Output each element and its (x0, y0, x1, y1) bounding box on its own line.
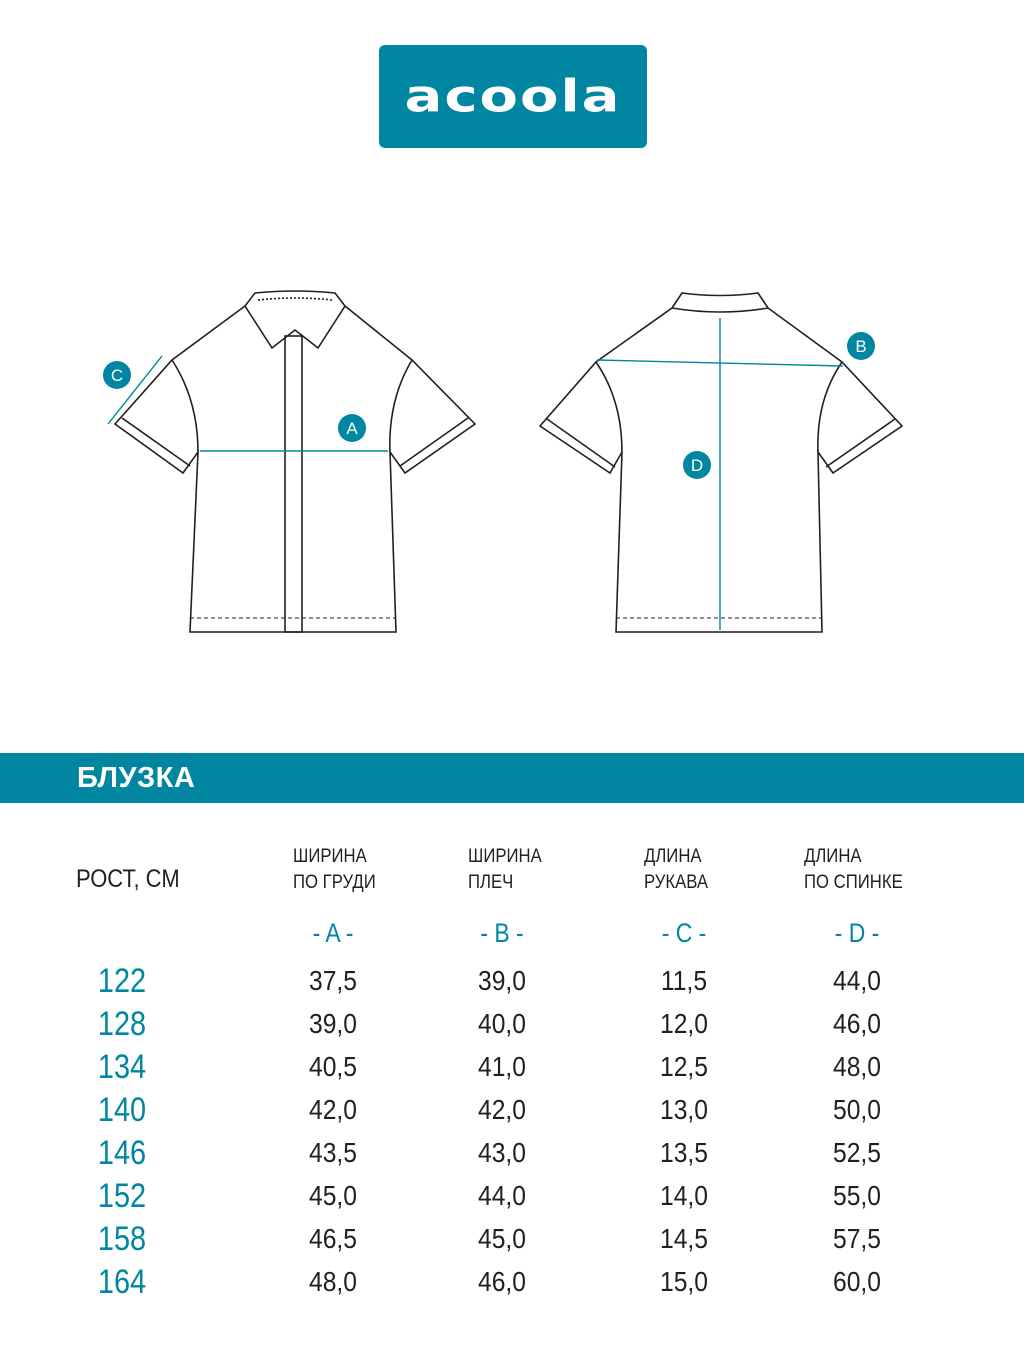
measurement-value: 39,0 (478, 965, 526, 996)
height-value: 158 (97, 1220, 147, 1258)
measurement-value: 57,5 (833, 1223, 881, 1254)
front-view (113, 290, 477, 633)
measurement-value: 42,0 (309, 1094, 357, 1125)
measurement-value: 52,5 (833, 1137, 881, 1168)
measurement-value: 44,0 (833, 965, 881, 996)
column-header: ШИРИНА ПО ГРУДИ (293, 844, 376, 896)
column-header: ДЛИНА ПО СПИНКЕ (804, 844, 903, 896)
measurement-value: 37,5 (309, 965, 357, 996)
column-letter: - A - (312, 918, 354, 948)
measurement-value: 39,0 (309, 1008, 357, 1039)
marker-a (338, 414, 366, 442)
section-banner: БЛУЗКА (0, 753, 1024, 803)
measure-c-line (107, 355, 163, 425)
column-header-line2: ПО СПИНКЕ (804, 872, 903, 893)
column-letter: - D - (834, 918, 880, 948)
column-header: ДЛИНА РУКАВА (644, 844, 708, 896)
column-header-line1: ДЛИНА (644, 846, 702, 867)
measurement-value: 12,0 (660, 1008, 708, 1039)
marker-d-label: D (691, 456, 703, 475)
measurement-value: 45,0 (309, 1180, 357, 1211)
measurement-value: 48,0 (309, 1266, 357, 1297)
measurement-value: 45,0 (478, 1223, 526, 1254)
garment-diagram: A B C D (103, 290, 904, 633)
measurement-value: 14,5 (660, 1223, 708, 1254)
measurement-value: 40,0 (478, 1008, 526, 1039)
height-value: 128 (97, 1005, 147, 1043)
measurement-value: 48,0 (833, 1051, 881, 1082)
measurement-value: 44,0 (478, 1180, 526, 1211)
height-value: 164 (97, 1263, 147, 1301)
height-value: 152 (97, 1177, 147, 1215)
measurement-value: 46,5 (309, 1223, 357, 1254)
column-header-line2: ПЛЕЧ (468, 872, 514, 893)
measurement-value: 55,0 (833, 1180, 881, 1211)
measurement-value: 43,5 (309, 1137, 357, 1168)
height-value: 140 (97, 1091, 147, 1129)
height-value: 146 (97, 1134, 147, 1172)
back-view (538, 292, 904, 633)
measurement-value: 46,0 (833, 1008, 881, 1039)
measurement-value: 43,0 (478, 1137, 526, 1168)
brand-logo: acoola (379, 45, 647, 148)
measurement-value: 15,0 (660, 1266, 708, 1297)
height-value: 122 (97, 962, 147, 1000)
measurement-value: 13,5 (660, 1137, 708, 1168)
measurement-value: 13,0 (660, 1094, 708, 1125)
column-header-line1: ДЛИНА (804, 846, 862, 867)
column-header: ШИРИНА ПЛЕЧ (468, 844, 542, 896)
height-header: РОСТ, СМ (76, 865, 180, 893)
measurement-value: 42,0 (478, 1094, 526, 1125)
height-value: 134 (97, 1048, 147, 1086)
column-header-line2: РУКАВА (644, 872, 709, 893)
marker-b (847, 332, 875, 360)
measurement-value: 12,5 (660, 1051, 708, 1082)
measurement-value: 41,0 (478, 1051, 526, 1082)
column-header-line2: ПО ГРУДИ (293, 872, 376, 893)
column-header-line1: ШИРИНА (468, 846, 542, 867)
marker-c-label: C (111, 366, 123, 385)
logo-text: acoola (404, 70, 622, 123)
measurement-value: 14,0 (660, 1180, 708, 1211)
measurement-value: 46,0 (478, 1266, 526, 1297)
column-letter: - B - (480, 918, 524, 948)
measurement-lines (107, 318, 844, 630)
marker-b-label: B (855, 337, 866, 356)
column-letter: - C - (661, 918, 707, 948)
section-title: БЛУЗКА (77, 762, 196, 794)
marker-a-label: A (346, 419, 358, 438)
measurement-value: 11,5 (660, 965, 708, 996)
measurement-value: 40,5 (309, 1051, 357, 1082)
column-header-line1: ШИРИНА (293, 846, 367, 867)
measurement-value: 50,0 (833, 1094, 881, 1125)
measurement-value: 60,0 (833, 1266, 881, 1297)
marker-c (103, 361, 131, 389)
marker-d (683, 451, 711, 479)
